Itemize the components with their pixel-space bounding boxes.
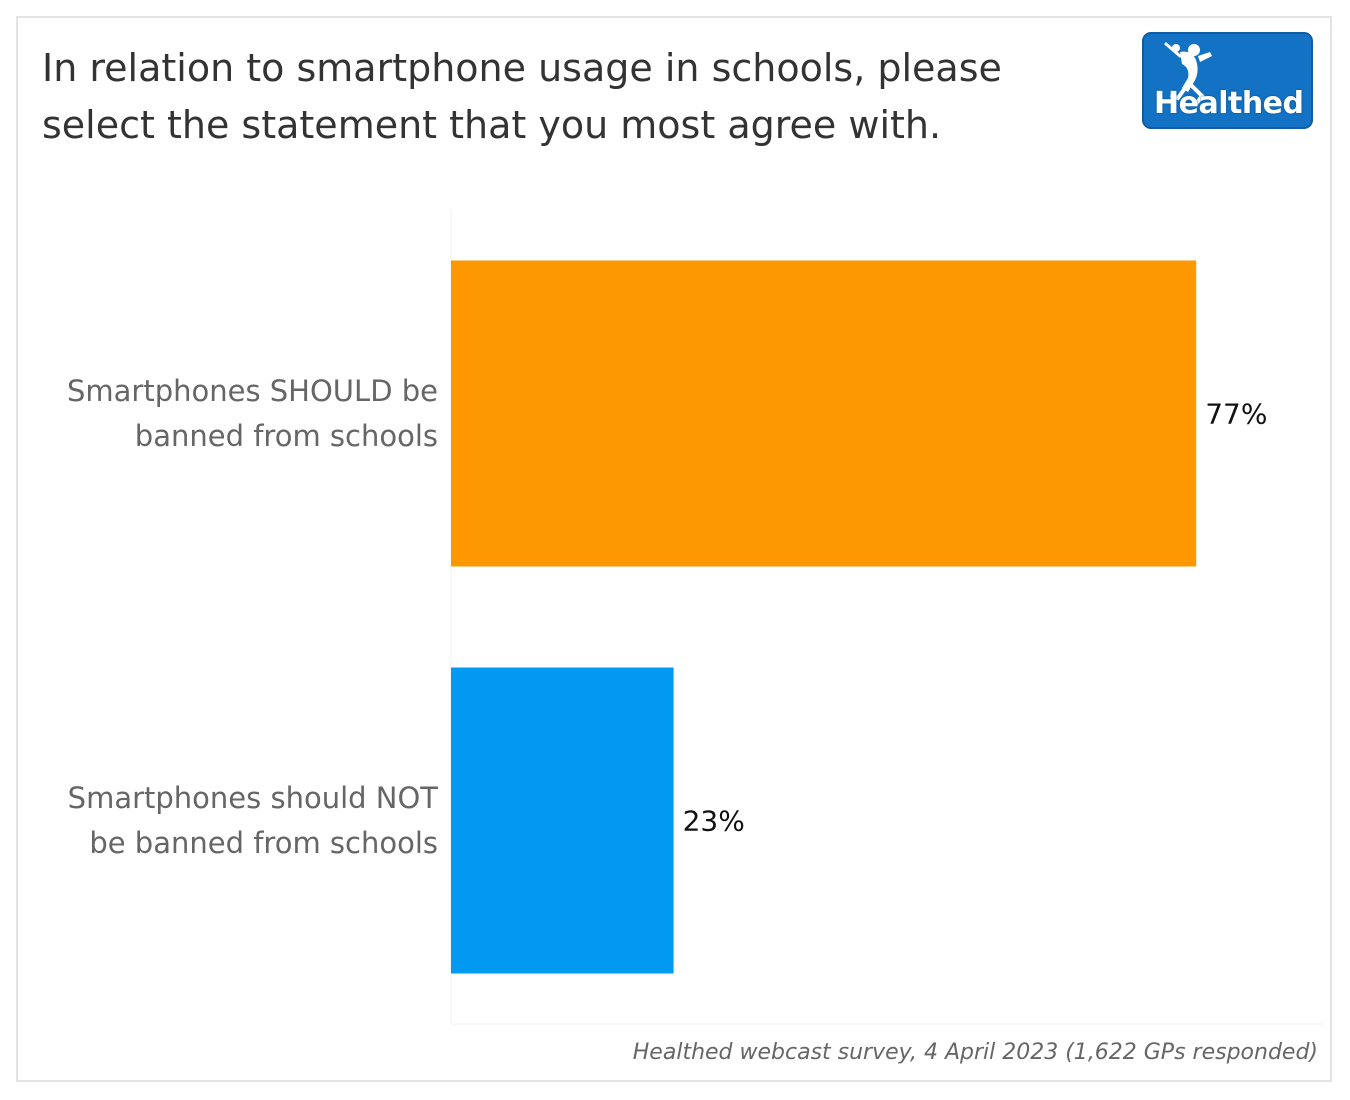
hermes-figure-icon <box>1164 42 1212 106</box>
category-label-1-line-2: banned from schools <box>135 419 438 453</box>
logo-text: Healthed <box>1154 86 1304 121</box>
value-label-2: 23% <box>683 805 745 838</box>
category-label-1-line-1: Smartphones SHOULD be <box>67 374 438 408</box>
category-labels-group: Smartphones SHOULD be banned from schools… <box>67 374 438 860</box>
value-label-1: 77% <box>1205 398 1267 431</box>
source-note: Healthed webcast survey, 4 April 2023 (1… <box>632 1040 1318 1065</box>
value-labels-group: 77% 23% <box>683 398 1268 838</box>
healthed-logo: Healthed <box>1142 32 1313 129</box>
category-label-2-line-2: be banned from schools <box>89 826 438 860</box>
chart-title: In relation to smartphone usage in schoo… <box>42 46 1002 147</box>
category-label-2-line-1: Smartphones should NOT <box>68 781 439 815</box>
bar-1 <box>451 260 1197 567</box>
bars-group <box>451 260 1197 974</box>
bar-2 <box>451 667 674 974</box>
